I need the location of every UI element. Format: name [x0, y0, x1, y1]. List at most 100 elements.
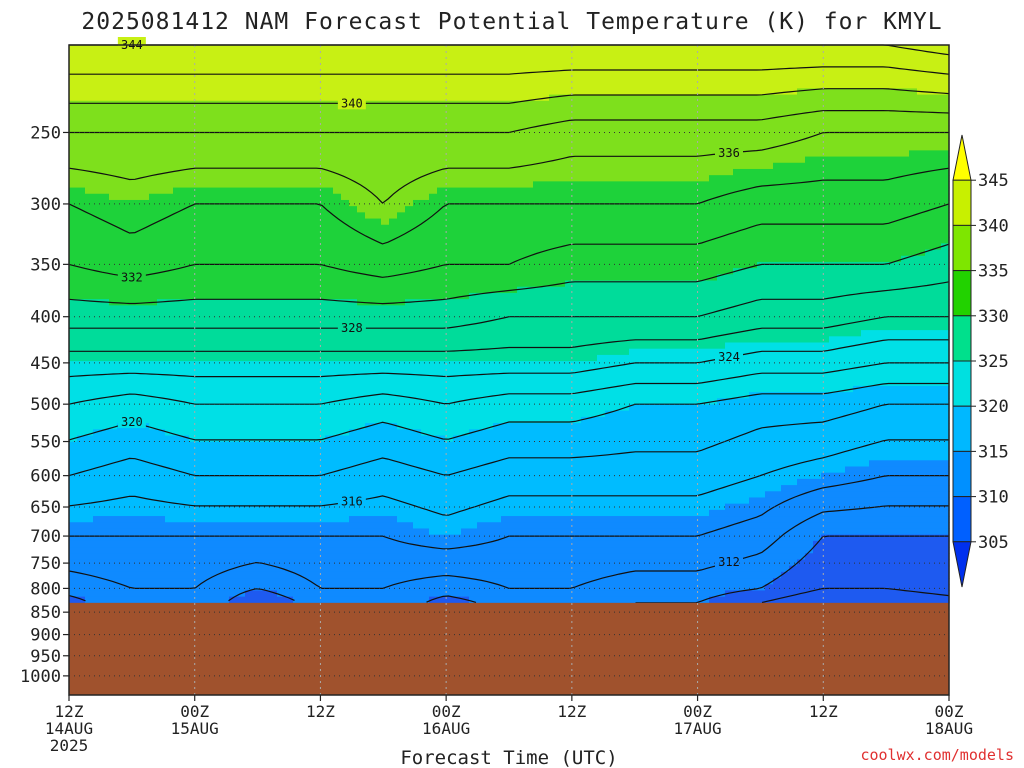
theta-cell	[69, 292, 78, 300]
theta-cell	[213, 485, 222, 492]
theta-cell	[477, 286, 486, 294]
theta-cell	[197, 330, 206, 337]
theta-cell	[285, 485, 294, 492]
theta-cell	[149, 156, 158, 164]
theta-cell	[109, 565, 118, 573]
theta-cell	[229, 584, 238, 592]
theta-cell	[325, 323, 334, 331]
theta-cell	[133, 181, 142, 189]
theta-cell	[389, 429, 398, 437]
theta-cell	[237, 342, 246, 350]
theta-cell	[189, 472, 198, 480]
theta-cell	[269, 435, 278, 443]
theta-cell	[285, 429, 294, 437]
theta-cell	[221, 323, 230, 331]
theta-cell	[205, 311, 214, 319]
theta-cell	[413, 125, 422, 133]
theta-cell	[229, 559, 238, 567]
theta-cell	[133, 330, 142, 337]
theta-cell	[221, 45, 230, 52]
theta-cell	[229, 131, 238, 139]
theta-cell	[509, 100, 518, 108]
theta-cell	[413, 131, 422, 139]
theta-cell	[93, 559, 102, 567]
theta-cell	[149, 336, 158, 344]
theta-cell	[245, 268, 254, 275]
theta-cell	[253, 416, 262, 424]
theta-cell	[253, 286, 262, 294]
theta-cell	[285, 379, 294, 387]
theta-cell	[173, 379, 182, 387]
theta-cell	[413, 299, 422, 306]
theta-cell	[357, 69, 366, 77]
theta-cell	[157, 162, 166, 170]
theta-cell	[85, 497, 94, 505]
theta-cell	[453, 379, 462, 387]
theta-cell	[349, 509, 358, 517]
theta-cell	[453, 175, 462, 182]
theta-cell	[109, 392, 118, 399]
theta-cell	[373, 435, 382, 443]
theta-cell	[405, 429, 414, 437]
theta-cell	[397, 199, 406, 207]
theta-cell	[141, 361, 150, 368]
theta-cell	[133, 106, 142, 114]
theta-cell	[125, 491, 134, 499]
theta-cell	[365, 94, 374, 102]
theta-cell	[205, 206, 214, 213]
theta-cell	[285, 206, 294, 213]
theta-cell	[325, 466, 334, 474]
theta-cell	[309, 299, 318, 306]
theta-cell	[181, 274, 190, 282]
theta-cell	[501, 69, 510, 77]
theta-cell	[349, 255, 358, 263]
theta-cell	[157, 596, 166, 604]
theta-cell	[421, 125, 430, 133]
theta-cell	[189, 565, 198, 573]
theta-cell	[157, 404, 166, 412]
theta-cell	[421, 509, 430, 517]
theta-cell	[165, 125, 174, 133]
theta-cell	[421, 181, 430, 189]
theta-cell	[285, 237, 294, 244]
theta-cell	[261, 466, 270, 474]
theta-cell	[389, 150, 398, 158]
theta-cell	[413, 398, 422, 406]
theta-cell	[157, 181, 166, 189]
theta-cell	[333, 398, 342, 406]
theta-cell	[501, 57, 510, 65]
theta-cell	[245, 63, 254, 71]
theta-cell	[349, 584, 358, 592]
theta-cell	[357, 342, 366, 350]
theta-cell	[189, 503, 198, 511]
theta-cell	[469, 119, 478, 127]
theta-cell	[469, 404, 478, 412]
theta-cell	[317, 571, 326, 579]
theta-cell	[245, 181, 254, 189]
theta-cell	[109, 224, 118, 232]
theta-cell	[381, 571, 390, 579]
theta-cell	[429, 323, 438, 331]
theta-cell	[381, 299, 390, 306]
theta-cell	[69, 243, 78, 251]
theta-cell	[181, 206, 190, 213]
theta-cell	[229, 45, 238, 52]
theta-cell	[189, 348, 198, 356]
theta-cell	[317, 553, 326, 561]
theta-cell	[349, 392, 358, 399]
theta-cell	[325, 82, 334, 89]
theta-cell	[261, 416, 270, 424]
theta-cell	[429, 206, 438, 213]
theta-cell	[485, 342, 494, 350]
theta-cell	[397, 522, 406, 530]
theta-cell	[405, 57, 414, 65]
theta-cell	[173, 286, 182, 294]
theta-cell	[149, 522, 158, 530]
theta-cell	[245, 423, 254, 430]
theta-cell	[93, 82, 102, 89]
theta-cell	[381, 342, 390, 350]
theta-cell	[349, 193, 358, 201]
theta-cell	[413, 230, 422, 238]
theta-cell	[221, 106, 230, 114]
theta-cell	[437, 94, 446, 102]
